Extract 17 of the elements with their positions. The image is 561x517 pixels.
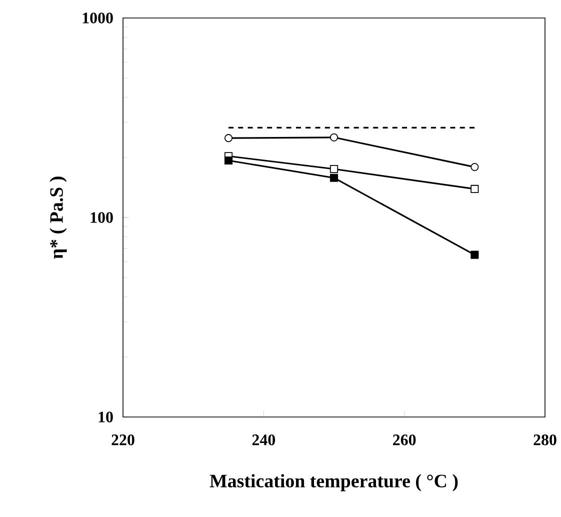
x-tick-label: 280 (534, 434, 556, 446)
x-tick-label: 240 (252, 434, 276, 446)
point (330, 133, 338, 142)
y-axis-title: η* ( Pa.S ) (50, 176, 67, 259)
point (330, 164, 338, 174)
x-tick-label: 260 (393, 434, 416, 446)
y-tick-label: 1000 (82, 12, 113, 24)
y-tick-label: 100 (90, 212, 113, 223)
point (470, 184, 479, 193)
point (470, 163, 479, 172)
point (224, 134, 233, 142)
x-axis-title: Mastication temperature ( °C ) (210, 474, 458, 492)
point (224, 156, 233, 165)
x-tick-label: 220 (112, 434, 134, 446)
point (330, 174, 338, 182)
point (470, 250, 479, 259)
y-tick-label: 10 (98, 412, 113, 422)
